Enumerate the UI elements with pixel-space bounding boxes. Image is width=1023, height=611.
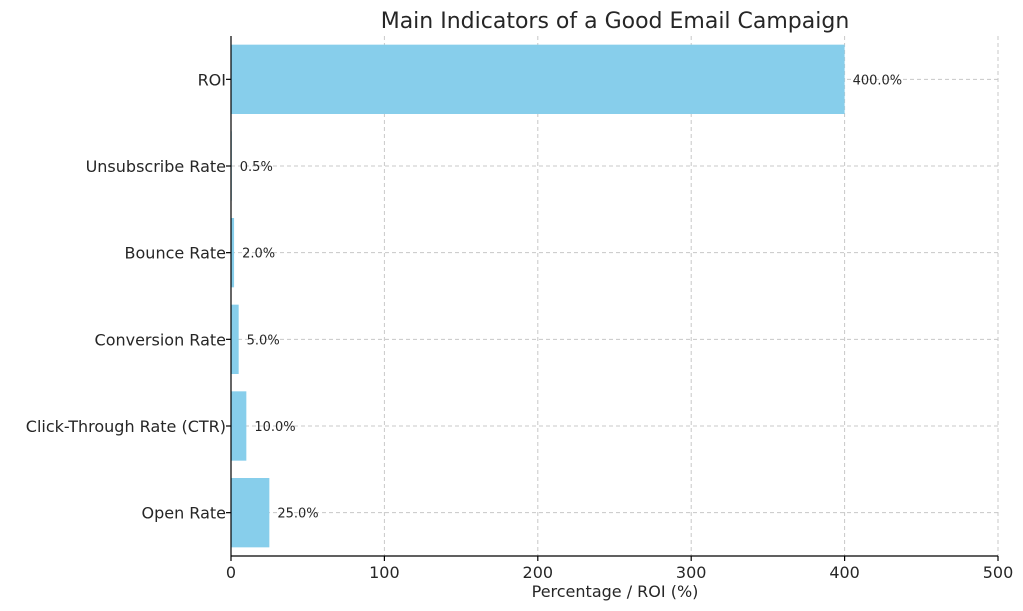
x-tick-label: 200 (523, 563, 554, 582)
x-tick-label: 400 (829, 563, 860, 582)
y-tick-label: Unsubscribe Rate (86, 157, 226, 176)
y-tick-label: Open Rate (141, 504, 226, 523)
x-tick-label: 500 (983, 563, 1014, 582)
data-label: 5.0% (247, 333, 280, 348)
x-tick-label: 300 (676, 563, 707, 582)
bar (231, 304, 239, 374)
chart-title: Main Indicators of a Good Email Campaign (381, 9, 850, 34)
x-tick-label: 100 (369, 563, 400, 582)
data-labels: 25.0% 10.0% 5.0% 2.0% 0.5% 400.0% (240, 73, 902, 521)
data-label: 0.5% (240, 160, 273, 175)
y-tick-label: Conversion Rate (95, 330, 226, 349)
bar (231, 218, 235, 288)
y-tick-label: Bounce Rate (125, 244, 226, 263)
grid (230, 36, 999, 556)
data-label: 400.0% (853, 73, 903, 88)
x-tick-label: 0 (226, 563, 236, 582)
y-tick-labels: Open Rate Click-Through Rate (CTR) Convers… (26, 70, 231, 523)
data-label: 10.0% (254, 420, 295, 435)
y-tick-label: Click-Through Rate (CTR) (26, 417, 226, 436)
x-axis-label: Percentage / ROI (%) (532, 582, 699, 601)
x-tick-labels: 0 100 200 300 400 500 (226, 556, 1013, 582)
bars (231, 44, 845, 548)
data-label: 2.0% (242, 247, 275, 262)
data-label: 25.0% (277, 507, 318, 522)
y-tick-label: ROI (198, 70, 226, 89)
bar (231, 44, 845, 114)
bar (231, 478, 270, 548)
bar (231, 391, 247, 461)
